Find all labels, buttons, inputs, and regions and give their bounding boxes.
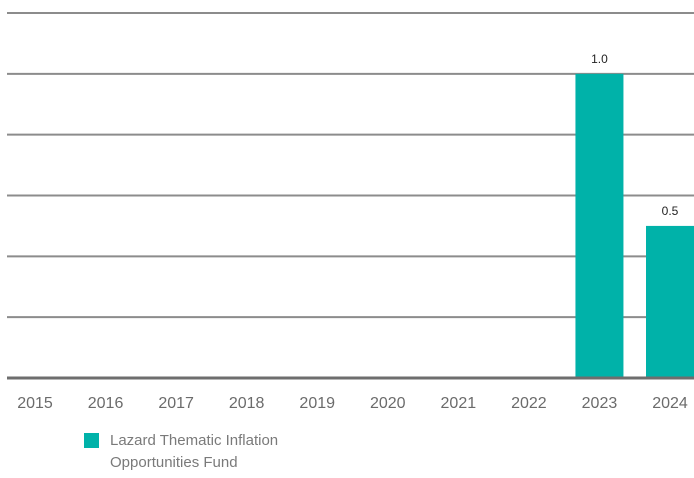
x-tick-label-2015: 2015 [17,395,53,412]
data-label-2024: 0.5 [662,204,679,218]
x-tick-label-2022: 2022 [511,395,547,412]
bar-2024 [646,225,694,378]
x-tick-label-2017: 2017 [158,395,194,412]
legend-label: Lazard Thematic Inflation Opportunities … [110,432,279,471]
x-tick-label-2023: 2023 [582,395,618,412]
bar-2023 [575,73,624,378]
data-label-2023: 1.0 [591,52,608,66]
x-tick-label-2024: 2024 [652,395,688,412]
x-tick-label-2021: 2021 [441,395,477,412]
data-labels: 1.0 0.5 [591,52,679,218]
x-tick-labels: 2015 2016 2017 2018 2019 2020 2021 2022 2023 2024 [17,395,688,412]
x-tick-label-2018: 2018 [229,395,265,412]
bar-chart: 1.00.5 2015 2016 2017 2018 2019 2020 2021 2022 2… [7,12,694,412]
x-tick-label-2019: 2019 [299,395,335,412]
x-tick-label-2016: 2016 [88,395,124,412]
legend-swatch [84,433,99,448]
x-tick-label-2020: 2020 [370,395,406,412]
bars [575,73,694,378]
